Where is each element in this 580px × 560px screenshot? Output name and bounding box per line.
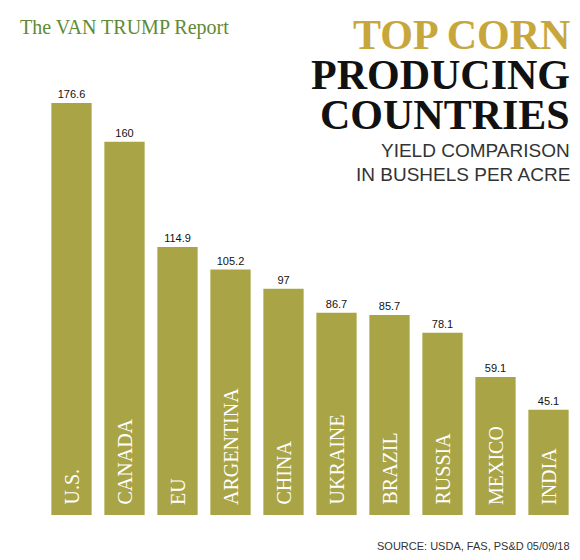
svg-text:EU: EU (167, 478, 189, 505)
svg-text:BRAZIL: BRAZIL (379, 432, 401, 504)
svg-text:YIELD COMPARISON: YIELD COMPARISON (381, 140, 570, 161)
svg-text:160: 160 (115, 127, 133, 139)
svg-text:114.9: 114.9 (164, 232, 191, 244)
svg-text:RUSSIA: RUSSIA (432, 433, 454, 505)
svg-text:97: 97 (277, 274, 289, 286)
svg-text:SOURCE: USDA, FAS, PS&D 05/09/: SOURCE: USDA, FAS, PS&D 05/09/18 (377, 540, 570, 552)
svg-text:The VAN TRUMP Report: The VAN TRUMP Report (20, 16, 229, 39)
svg-text:85.7: 85.7 (379, 300, 400, 312)
svg-text:CANADA: CANADA (114, 418, 136, 504)
svg-text:IN BUSHELS PER ACRE: IN BUSHELS PER ACRE (356, 164, 570, 185)
svg-text:ARGENTINA: ARGENTINA (220, 388, 242, 505)
svg-text:86.7: 86.7 (326, 298, 347, 310)
svg-text:176.6: 176.6 (58, 88, 86, 100)
svg-text:TOP CORN: TOP CORN (353, 12, 570, 58)
svg-text:CHINA: CHINA (273, 441, 295, 505)
svg-text:COUNTRIES: COUNTRIES (320, 92, 570, 138)
svg-text:105.2: 105.2 (217, 255, 245, 267)
svg-text:45.1: 45.1 (538, 395, 559, 407)
svg-text:MEXICO: MEXICO (485, 426, 507, 505)
svg-text:PRODUCING: PRODUCING (311, 52, 570, 98)
svg-text:78.1: 78.1 (432, 318, 453, 330)
svg-text:INDIA: INDIA (538, 448, 560, 505)
svg-text:UKRAINE: UKRAINE (326, 415, 348, 505)
svg-text:59.1: 59.1 (485, 362, 506, 374)
svg-text:U.S.: U.S. (61, 469, 83, 505)
